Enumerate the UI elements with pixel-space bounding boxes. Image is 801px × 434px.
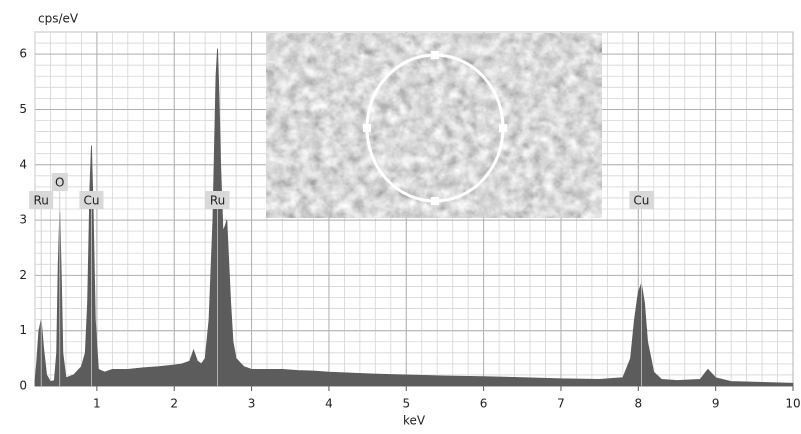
y-tick-label: 4 xyxy=(19,157,27,171)
plot xyxy=(34,48,794,387)
x-tick-label: 4 xyxy=(325,397,333,411)
handle xyxy=(431,51,439,59)
y-tick-label: 0 xyxy=(19,379,27,393)
x-tick-label: 10 xyxy=(785,397,800,411)
x-tick-label: 8 xyxy=(634,397,642,411)
handle xyxy=(363,124,371,132)
x-tick-label: 9 xyxy=(712,397,720,411)
annotation-label: O xyxy=(55,176,64,190)
y-tick-label: 1 xyxy=(19,323,27,337)
x-tick-label: 3 xyxy=(248,397,256,411)
x-axis-label: keV xyxy=(403,414,426,428)
x-tick-label: 5 xyxy=(402,397,410,411)
handle xyxy=(431,197,439,205)
y-axis-label: cps/eV xyxy=(38,12,79,26)
annotation-box xyxy=(79,191,104,209)
annotation-box xyxy=(29,191,54,209)
y-tick-label: 5 xyxy=(19,102,27,116)
x-tick-label: 2 xyxy=(170,397,178,411)
x-tick-label: 6 xyxy=(480,397,488,411)
sem-image xyxy=(266,33,602,218)
inset-image xyxy=(266,33,602,218)
annotation-box xyxy=(629,191,654,209)
annotation-box xyxy=(51,173,68,191)
y-tick-label: 3 xyxy=(19,213,27,227)
annotation-box xyxy=(205,191,230,209)
handle xyxy=(499,124,507,132)
spectrum xyxy=(34,48,794,387)
annotation-label: Cu xyxy=(633,194,649,208)
annotations: Ru O Cu Ru Cu xyxy=(29,173,654,386)
y-tick-label: 6 xyxy=(19,47,27,61)
annotation-label: Cu xyxy=(83,194,99,208)
annotation-label: Ru xyxy=(210,194,225,208)
annotation-label: Ru xyxy=(33,194,48,208)
y-tick-label: 2 xyxy=(19,268,27,282)
x-tick-label: 1 xyxy=(93,397,101,411)
x-tick-label: 7 xyxy=(557,397,565,411)
